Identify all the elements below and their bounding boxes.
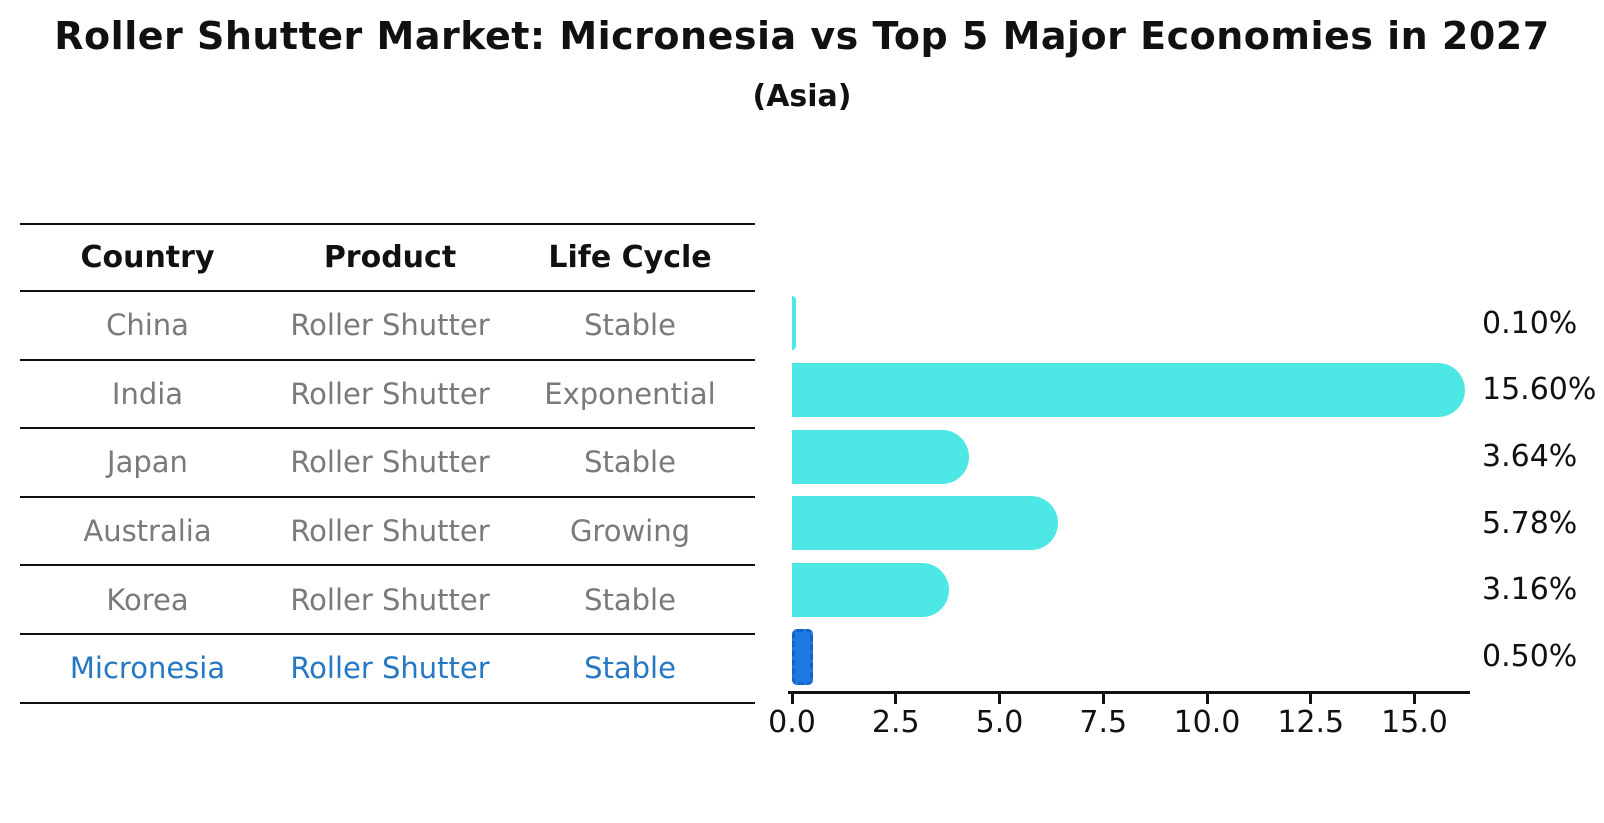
cell-product: Roller Shutter — [290, 445, 490, 480]
header-life-cycle: Life Cycle — [548, 240, 712, 275]
bar-korea — [792, 562, 950, 617]
bar-row — [790, 423, 1490, 490]
x-axis-tick-label: 15.0 — [1381, 705, 1448, 740]
x-axis-tick-label: 0.0 — [768, 705, 816, 740]
x-axis-tick — [998, 694, 1001, 704]
cell-life-cycle: Stable — [584, 582, 676, 617]
bar-value-label: 0.10% — [1482, 305, 1578, 341]
x-axis-tick — [894, 694, 898, 704]
bar-australia — [792, 496, 1058, 551]
cell-country: Micronesia — [69, 651, 226, 686]
x-axis-tick — [1101, 694, 1105, 704]
x-axis-tick — [790, 694, 794, 704]
bar-chart — [790, 290, 1490, 690]
bar-row — [790, 623, 1490, 690]
cell-country: Japan — [107, 445, 188, 480]
bar-japan — [792, 429, 970, 484]
cell-product: Roller Shutter — [290, 582, 490, 617]
x-axis-tick-label: 5.0 — [975, 705, 1024, 740]
header-country: Country — [80, 240, 215, 275]
bar-value-label: 3.16% — [1482, 572, 1578, 608]
cell-life-cycle: Stable — [584, 445, 676, 480]
x-axis-tick — [1309, 694, 1313, 704]
x-axis-tick — [1413, 694, 1416, 704]
bar-india — [792, 362, 1466, 417]
x-axis-line — [788, 691, 1470, 694]
bar-highlight-micronesia — [792, 628, 813, 685]
cell-product: Roller Shutter — [290, 308, 490, 343]
cell-country: Australia — [83, 514, 212, 549]
cell-life-cycle: Growing — [569, 514, 691, 549]
table-row: Micronesia Roller Shutter Stable — [20, 632, 755, 702]
cell-country: China — [106, 308, 189, 343]
header-product: Product — [323, 240, 457, 275]
cell-life-cycle: Exponential — [544, 376, 716, 411]
bar-row — [790, 557, 1490, 624]
x-axis-tick — [1205, 694, 1209, 704]
cell-country: India — [111, 376, 184, 411]
x-axis-tick-label: 2.5 — [871, 705, 920, 740]
bar-value-label: 0.50% — [1482, 639, 1578, 675]
cell-product: Roller Shutter — [290, 651, 490, 686]
bar-value-label: 15.60% — [1482, 372, 1597, 408]
x-axis-tick-label: 12.5 — [1277, 705, 1345, 740]
bar-row — [790, 290, 1490, 357]
table-row: Australia Roller Shutter Growing — [20, 495, 755, 565]
x-axis-tick-label: 7.5 — [1079, 705, 1128, 740]
table-row: Japan Roller Shutter Stable — [20, 427, 755, 496]
cell-product: Roller Shutter — [290, 514, 490, 549]
table-body: China Roller Shutter Stable India Roller Shu… — [20, 290, 755, 702]
bar-value-label: 3.64% — [1482, 439, 1578, 475]
x-axis-tick-label: 10.0 — [1173, 705, 1241, 740]
bar-china — [792, 296, 797, 351]
table-row: Korea Roller Shutter Stable — [20, 564, 755, 633]
chart-subtitle: (Asia) — [752, 79, 852, 114]
cell-product: Roller Shutter — [290, 376, 490, 411]
bar-row — [790, 357, 1490, 424]
table-row: China Roller Shutter Stable — [20, 290, 755, 359]
chart-title: Roller Shutter Market: Micronesia vs Top… — [54, 14, 1550, 58]
table-header-row: Country Product Life Cycle — [20, 223, 755, 290]
bar-row — [790, 490, 1490, 557]
bar-value-labels: 0.10% 15.60% 3.64% 5.78% 3.16% 0.50% — [1482, 290, 1602, 690]
table-row: India Roller Shutter Exponential — [20, 358, 755, 428]
cell-country: Korea — [106, 582, 189, 617]
cell-life-cycle: Stable — [584, 651, 676, 686]
cell-life-cycle: Stable — [584, 308, 676, 343]
country-table: Country Product Life Cycle China Roller S… — [20, 223, 755, 704]
bar-value-label: 5.78% — [1482, 505, 1578, 541]
